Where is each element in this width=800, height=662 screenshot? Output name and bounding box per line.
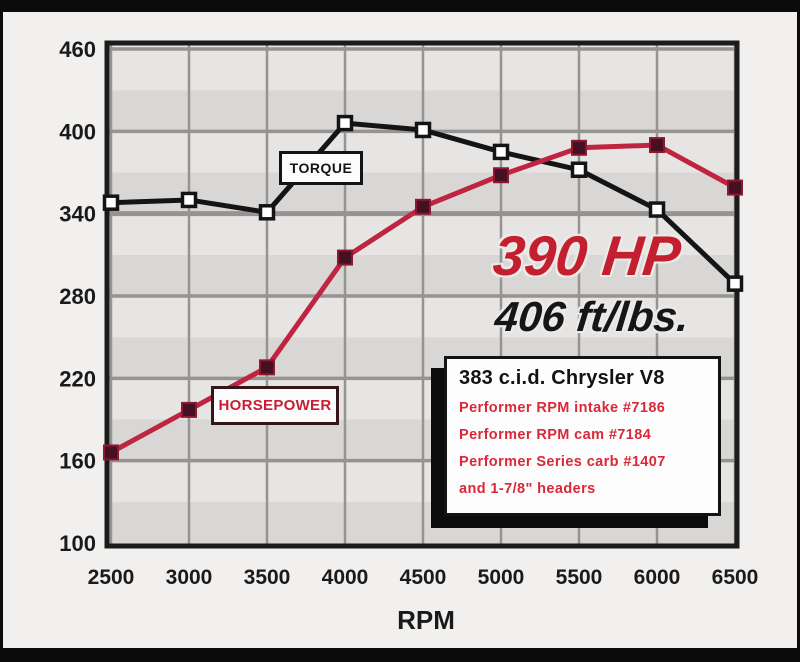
- horsepower-marker: [727, 179, 743, 196]
- left-border-edge: [0, 0, 3, 662]
- torque-marker: [180, 191, 198, 209]
- x-axis-tick-label: 4000: [322, 566, 369, 589]
- torque-marker: [648, 201, 666, 218]
- torque-marker: [102, 194, 120, 211]
- x-axis-tick-label: 6500: [712, 566, 759, 589]
- horsepower-marker: [337, 249, 353, 266]
- y-axis-tick-label: 400: [59, 119, 96, 144]
- x-axis-tick-label: 5000: [478, 566, 525, 589]
- y-axis-tick-label: 100: [59, 531, 96, 556]
- horsepower-marker: [571, 139, 587, 156]
- torque-series-label: TORQUE: [279, 151, 363, 185]
- bottom-border-bar: [0, 648, 800, 662]
- y-axis-tick-label: 280: [59, 284, 96, 309]
- x-axis-title: RPM: [397, 605, 455, 635]
- x-axis-tick-label: 2500: [88, 566, 135, 589]
- spec-line-carb: Performer Series carb #1407: [459, 454, 666, 470]
- horsepower-marker: [103, 444, 119, 461]
- y-axis-tick-label: 340: [59, 202, 96, 227]
- torque-marker: [492, 143, 510, 161]
- torque-marker: [570, 161, 588, 179]
- torque-marker: [414, 121, 432, 139]
- x-axis-tick-label: 3000: [166, 566, 213, 589]
- spec-line-headers: and 1-7/8" headers: [459, 481, 596, 497]
- x-axis-tick-label: 4500: [400, 566, 447, 589]
- plot-border: [104, 40, 740, 549]
- y-axis-tick-label: 460: [59, 37, 96, 62]
- horsepower-marker: [259, 359, 275, 376]
- y-axis-tick-label: 160: [59, 449, 96, 474]
- top-border-bar: [0, 0, 800, 12]
- peak-torque-headline: 406 ft/lbs.: [492, 293, 692, 340]
- torque-marker: [336, 114, 354, 132]
- engine-title: 383 c.i.d. Chrysler V8: [459, 367, 665, 389]
- x-axis-tick-label: 5500: [556, 566, 603, 589]
- torque-marker: [726, 275, 744, 292]
- spec-line-cam: Performer RPM cam #7184: [459, 427, 652, 443]
- torque-marker: [258, 204, 276, 221]
- peak-horsepower-headline: 390 HP: [490, 224, 684, 287]
- horsepower-marker: [493, 167, 509, 184]
- horsepower-marker: [415, 198, 431, 215]
- right-border-edge: [797, 0, 800, 662]
- spec-line-intake: Performer RPM intake #7186: [459, 400, 666, 416]
- x-axis-tick-label: 6000: [634, 566, 681, 589]
- x-axis-tick-label: 3500: [244, 566, 291, 589]
- horsepower-marker: [649, 137, 665, 154]
- y-axis-tick-label: 220: [59, 366, 96, 391]
- horsepower-series-label: HORSEPOWER: [211, 386, 339, 425]
- horsepower-marker: [181, 401, 197, 418]
- engine-spec-box: 383 c.i.d. Chrysler V8 Performer RPM int…: [444, 356, 721, 516]
